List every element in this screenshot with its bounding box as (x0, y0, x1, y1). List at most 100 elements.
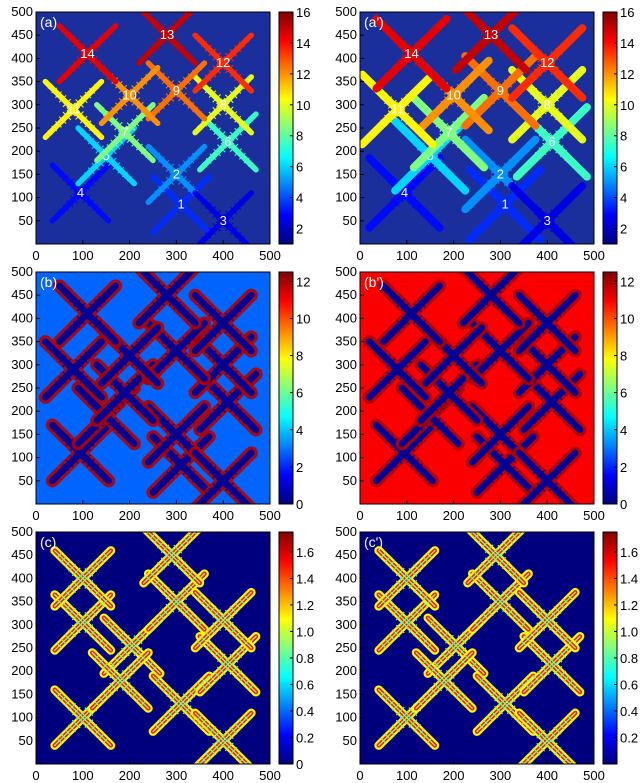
side-branch (208, 329, 213, 335)
side-branch (473, 377, 477, 381)
side-branch (502, 457, 508, 463)
side-branch (156, 152, 161, 156)
side-branch (502, 43, 507, 48)
side-branch (380, 427, 384, 431)
side-branch (541, 53, 547, 59)
side-branch (558, 411, 563, 416)
side-branch (544, 357, 550, 363)
side-branch (65, 207, 69, 212)
x-tick-label: 200 (443, 248, 465, 263)
grain-12 (508, 24, 587, 102)
side-branch (516, 31, 519, 34)
side-branch (122, 344, 128, 350)
y-tick-label: 350 (11, 334, 33, 349)
side-branch (562, 204, 567, 209)
side-branch (552, 358, 558, 364)
side-branch (425, 415, 429, 419)
side-branch (165, 479, 170, 483)
side-branch (558, 462, 563, 467)
side-branch (516, 369, 520, 373)
side-branch (161, 416, 165, 420)
side-branch (62, 177, 66, 182)
dendrite-arm (365, 154, 444, 232)
side-branch (443, 131, 449, 137)
side-branch (441, 381, 447, 387)
side-branch (511, 364, 516, 369)
side-branch (220, 366, 226, 372)
side-branch (574, 378, 578, 382)
side-branch (212, 206, 217, 211)
side-branch (182, 693, 188, 699)
side-branch (208, 420, 212, 424)
side-branch (468, 56, 472, 60)
side-branch (148, 279, 153, 284)
side-branch (466, 76, 470, 81)
side-branch (468, 149, 472, 153)
side-branch (149, 330, 153, 334)
side-branch (481, 29, 487, 35)
side-branch (90, 442, 95, 447)
side-branch (536, 491, 541, 496)
side-branch (400, 116, 406, 122)
side-branch (212, 65, 218, 70)
side-branch (165, 176, 171, 182)
side-branch (93, 323, 99, 328)
side-branch (401, 48, 407, 54)
side-branch (79, 119, 85, 124)
side-branch (436, 425, 441, 430)
side-branch (212, 375, 217, 380)
side-branch (213, 148, 218, 153)
side-branch (562, 233, 567, 237)
side-branch (553, 490, 558, 495)
side-branch (408, 117, 413, 122)
side-branch (147, 273, 151, 277)
side-branch (526, 86, 530, 91)
side-branch (173, 281, 178, 286)
side-branch (84, 707, 90, 712)
side-branch (554, 66, 559, 71)
side-branch (533, 87, 538, 92)
side-branch (224, 470, 230, 476)
side-branch (224, 354, 230, 360)
x-tick-label: 300 (490, 508, 512, 523)
side-branch (417, 323, 423, 328)
side-branch (90, 170, 95, 175)
side-branch (481, 438, 485, 442)
side-branch (520, 88, 524, 92)
side-branch (190, 185, 195, 190)
side-branch (403, 195, 409, 201)
colorbar (602, 271, 618, 505)
side-branch (91, 466, 96, 471)
side-branch (471, 273, 475, 277)
side-branch (372, 162, 375, 165)
side-branch (393, 325, 397, 329)
side-branch (553, 399, 559, 405)
side-branch (81, 190, 88, 196)
side-branch (161, 339, 167, 345)
side-branch (495, 213, 500, 218)
side-branch (498, 470, 503, 476)
side-branch (384, 114, 389, 120)
side-branch (81, 450, 88, 456)
side-branch (550, 103, 556, 109)
side-branch (237, 206, 242, 210)
side-branch (481, 121, 485, 125)
side-branch (88, 50, 95, 57)
side-branch (546, 132, 552, 138)
side-branch (495, 199, 501, 204)
side-branch (497, 435, 503, 441)
side-branch (471, 64, 475, 68)
side-branch (144, 15, 149, 20)
side-branch (135, 357, 141, 362)
side-branch (558, 337, 563, 341)
side-branch (93, 84, 97, 88)
side-branch (416, 161, 419, 164)
side-branch (69, 203, 74, 208)
side-branch (422, 295, 427, 300)
side-branch (398, 44, 403, 49)
side-branch (443, 123, 449, 128)
side-branch (506, 336, 512, 342)
side-branch (79, 95, 85, 100)
y-tick-label: 50 (19, 213, 33, 228)
side-branch (431, 336, 435, 340)
